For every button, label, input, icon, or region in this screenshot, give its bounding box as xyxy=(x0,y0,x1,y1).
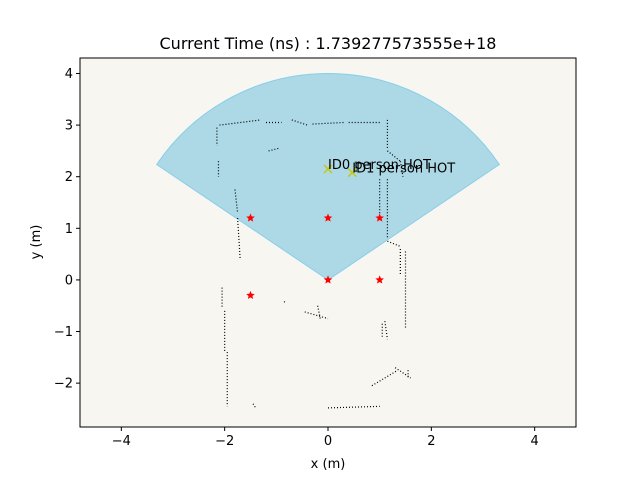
detection-label: ID1 person HOT xyxy=(352,162,455,177)
detection-label: ID0 person HOT xyxy=(328,158,431,173)
map-point-segment xyxy=(371,369,399,387)
y-tick-label: −2 xyxy=(54,377,73,392)
x-tick-label: 2 xyxy=(427,434,435,449)
detection-x-stroke xyxy=(323,164,333,174)
fov-layer xyxy=(155,72,501,281)
star-marker xyxy=(246,290,255,300)
map-points-layer xyxy=(216,119,411,409)
y-axis-label: y (m) xyxy=(29,225,44,260)
y-tick-label: 3 xyxy=(65,119,73,134)
map-point-segment xyxy=(304,311,329,320)
x-axis-label: x (m) xyxy=(311,457,346,472)
y-axis: −2 −1 0 1 2 3 4 xyxy=(54,67,80,392)
star-markers-layer xyxy=(246,213,384,300)
detection-x-stroke xyxy=(347,168,357,178)
star-marker xyxy=(246,213,255,222)
y-tick-label: 0 xyxy=(65,273,73,288)
star-marker xyxy=(375,213,384,222)
map-point-segment xyxy=(234,189,239,213)
map-point-segment xyxy=(384,321,389,340)
star-marker xyxy=(375,275,384,284)
x-tick-label: 0 xyxy=(324,434,332,449)
map-point-segment xyxy=(317,305,321,319)
detection-marker xyxy=(347,168,357,178)
y-tick-label: −1 xyxy=(54,325,73,340)
star-marker xyxy=(323,213,333,222)
map-point-segment xyxy=(312,121,344,125)
x-tick-label: −4 xyxy=(112,434,131,449)
y-tick-label: 2 xyxy=(65,170,73,185)
y-tick-label: 4 xyxy=(65,67,73,82)
detection-marker xyxy=(323,164,333,174)
map-point-segment xyxy=(219,119,261,126)
map-point-segment xyxy=(387,240,401,247)
star-marker xyxy=(323,275,333,284)
y-tick-label: 1 xyxy=(65,222,73,237)
chart-title: Current Time (ns) : 1.739277573555e+18 xyxy=(160,34,497,53)
map-point-segment xyxy=(236,217,241,260)
x-tick-label: 4 xyxy=(531,434,539,449)
x-axis: −4 −2 0 2 4 xyxy=(112,427,539,449)
map-point-segment xyxy=(252,403,257,409)
x-tick-label: −2 xyxy=(215,434,234,449)
fov-sector xyxy=(155,72,501,281)
map-point-segment xyxy=(283,301,287,304)
